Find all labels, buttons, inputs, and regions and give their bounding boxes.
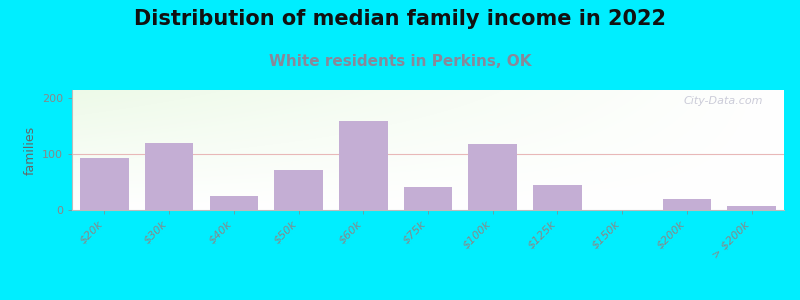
Text: White residents in Perkins, OK: White residents in Perkins, OK [269,54,531,69]
Text: Distribution of median family income in 2022: Distribution of median family income in … [134,9,666,29]
Bar [727,206,776,210]
Bar [404,187,452,210]
Bar [80,158,129,210]
Bar [533,185,582,210]
Bar [210,196,258,210]
Bar [274,170,323,210]
Bar [662,199,711,210]
Y-axis label: families: families [23,125,36,175]
Text: City-Data.com: City-Data.com [683,96,762,106]
Bar [339,121,387,210]
Bar [145,143,194,210]
Bar [469,144,517,210]
